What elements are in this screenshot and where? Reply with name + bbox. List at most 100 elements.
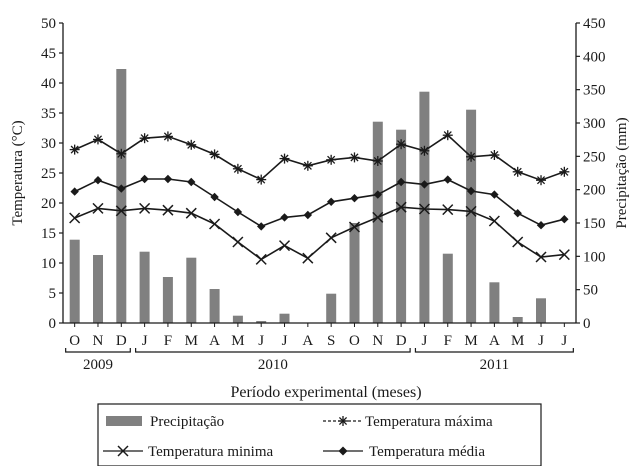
series-point-temperatura-minima bbox=[185, 207, 197, 219]
precipitation-bar bbox=[279, 313, 290, 323]
precipitation-bar bbox=[512, 317, 523, 323]
x-tick-label: J bbox=[422, 333, 428, 349]
precipitation-bar bbox=[139, 251, 150, 323]
series-point-temperatura-m-xima bbox=[536, 175, 547, 186]
x-tick-label: D bbox=[116, 333, 127, 349]
precipitation-bar bbox=[69, 239, 80, 323]
y-axis-left-title: Temperatura (°C) bbox=[10, 120, 26, 225]
series-point-temperatura-m-xima bbox=[372, 156, 383, 166]
series-point-temperatura-minima bbox=[558, 249, 570, 261]
series-point-temperatura-m-xima bbox=[279, 153, 290, 164]
y-tick-label-right: 250 bbox=[583, 149, 606, 165]
x-tick-label: J bbox=[561, 333, 567, 349]
x-tick-label: J bbox=[282, 333, 288, 349]
series-point-temperatura-m-xima bbox=[232, 163, 243, 174]
legend-item-precipitation: Precipitação bbox=[106, 414, 224, 430]
series-point-temperatura-m-dia bbox=[117, 184, 126, 193]
y-tick-label-left: 35 bbox=[41, 106, 56, 122]
series-point-temperatura-m-dia bbox=[560, 215, 569, 224]
series-point-temperatura-m-dia bbox=[420, 180, 429, 189]
year-label: 2010 bbox=[258, 357, 288, 373]
series-point-temperatura-minima bbox=[69, 212, 81, 224]
legend-swatch-precipitation bbox=[106, 416, 142, 426]
series-point-temperatura-minima bbox=[302, 252, 314, 264]
precipitation-bar bbox=[326, 293, 337, 323]
x-tick-label: J bbox=[142, 333, 148, 349]
series-point-temperatura-m-xima bbox=[489, 150, 500, 160]
series-point-temperatura-m-xima bbox=[396, 139, 407, 150]
y-tick-label-right: 200 bbox=[583, 183, 606, 199]
precipitation-bar bbox=[116, 69, 127, 323]
series-point-temperatura-minima bbox=[535, 251, 547, 263]
x-tick-label: S bbox=[327, 333, 335, 349]
y-tick-label-left: 20 bbox=[41, 196, 56, 212]
series-point-temperatura-m-xima bbox=[162, 131, 173, 142]
series-line-temperatura-m-xima bbox=[74, 134, 565, 182]
series-point-temperatura-minima bbox=[162, 204, 174, 216]
temperature-lines bbox=[69, 130, 570, 265]
series-point-temperatura-minima bbox=[278, 240, 291, 252]
y-tick-label-left: 10 bbox=[41, 256, 56, 272]
precipitation-bar bbox=[419, 91, 430, 323]
y-tick-label-right: 0 bbox=[583, 316, 591, 332]
series-point-temperatura-m-dia bbox=[350, 194, 359, 203]
precipitation-bar bbox=[93, 255, 103, 323]
y-tick-label-right: 100 bbox=[583, 249, 606, 265]
y-tick-label-left: 45 bbox=[41, 46, 56, 62]
series-point-temperatura-minima bbox=[488, 215, 500, 227]
series-point-temperatura-minima bbox=[395, 201, 407, 213]
series-point-temperatura-m-xima bbox=[466, 151, 477, 162]
series-point-temperatura-m-dia bbox=[70, 187, 79, 196]
series-point-temperatura-minima bbox=[325, 232, 337, 244]
series-point-temperatura-m-dia bbox=[187, 177, 196, 187]
series-point-temperatura-m-dia bbox=[163, 174, 173, 184]
series-point-temperatura-m-dia bbox=[326, 197, 336, 206]
series-point-temperatura-minima bbox=[512, 236, 524, 248]
series-point-temperatura-m-xima bbox=[442, 130, 453, 141]
x-tick-label: A bbox=[489, 333, 500, 349]
y-tick-label-left: 50 bbox=[41, 16, 56, 32]
axes: 0 5 10 15 20 25 30 35 40 45 50 0 50 100 150 200 250 300 35… bbox=[41, 16, 606, 332]
series-point-temperatura-m-dia bbox=[280, 213, 289, 222]
series-point-temperatura-m-xima bbox=[302, 160, 313, 171]
y-tick-label-left: 5 bbox=[49, 286, 57, 302]
series-point-temperatura-m-xima bbox=[92, 134, 103, 145]
series-point-temperatura-m-dia bbox=[490, 190, 499, 199]
legend-item-temp-min: Temperatura minima bbox=[103, 444, 273, 460]
precipitation-bar bbox=[256, 321, 267, 323]
series-point-temperatura-m-dia bbox=[303, 210, 313, 220]
series-point-temperatura-m-xima bbox=[559, 166, 570, 177]
series-point-temperatura-minima bbox=[372, 211, 384, 223]
x-marker-icon bbox=[117, 445, 129, 457]
y-tick-label-right: 150 bbox=[583, 216, 606, 232]
legend-label-temp-max: Temperatura máxima bbox=[365, 414, 493, 430]
series-point-temperatura-m-dia bbox=[373, 190, 382, 199]
series-point-temperatura-m-dia bbox=[140, 174, 149, 184]
legend-label-temp-mean: Temperatura média bbox=[369, 444, 485, 460]
series-point-temperatura-m-xima bbox=[349, 152, 360, 163]
x-tick-label: F bbox=[444, 333, 452, 349]
y-axis-right-title: Precipitação (mm) bbox=[614, 117, 630, 228]
series-point-temperatura-m-xima bbox=[326, 154, 337, 165]
y-tick-label-right: 350 bbox=[583, 83, 606, 99]
series-point-temperatura-m-xima bbox=[139, 133, 150, 144]
series-point-temperatura-m-xima bbox=[69, 144, 80, 155]
x-tick-label: D bbox=[396, 333, 407, 349]
precipitation-bar bbox=[442, 253, 453, 323]
y-tick-label-right: 50 bbox=[583, 283, 598, 299]
precipitation-bar bbox=[349, 223, 360, 323]
x-tick-label: J bbox=[538, 333, 544, 349]
x-tick-label: A bbox=[302, 333, 313, 349]
precipitation-bar bbox=[396, 129, 407, 323]
series-point-temperatura-minima bbox=[348, 221, 361, 233]
series-point-temperatura-minima bbox=[442, 204, 454, 216]
series-point-temperatura-minima bbox=[418, 203, 430, 215]
series-point-temperatura-minima bbox=[139, 202, 151, 214]
series-point-temperatura-minima bbox=[115, 205, 127, 217]
series-point-temperatura-m-dia bbox=[396, 177, 406, 187]
year-bracket bbox=[135, 348, 411, 353]
series-point-temperatura-m-xima bbox=[512, 166, 523, 177]
asterisk-marker-icon bbox=[338, 416, 348, 426]
diamond-marker-icon bbox=[338, 446, 348, 456]
x-tick-label: M bbox=[464, 333, 477, 349]
